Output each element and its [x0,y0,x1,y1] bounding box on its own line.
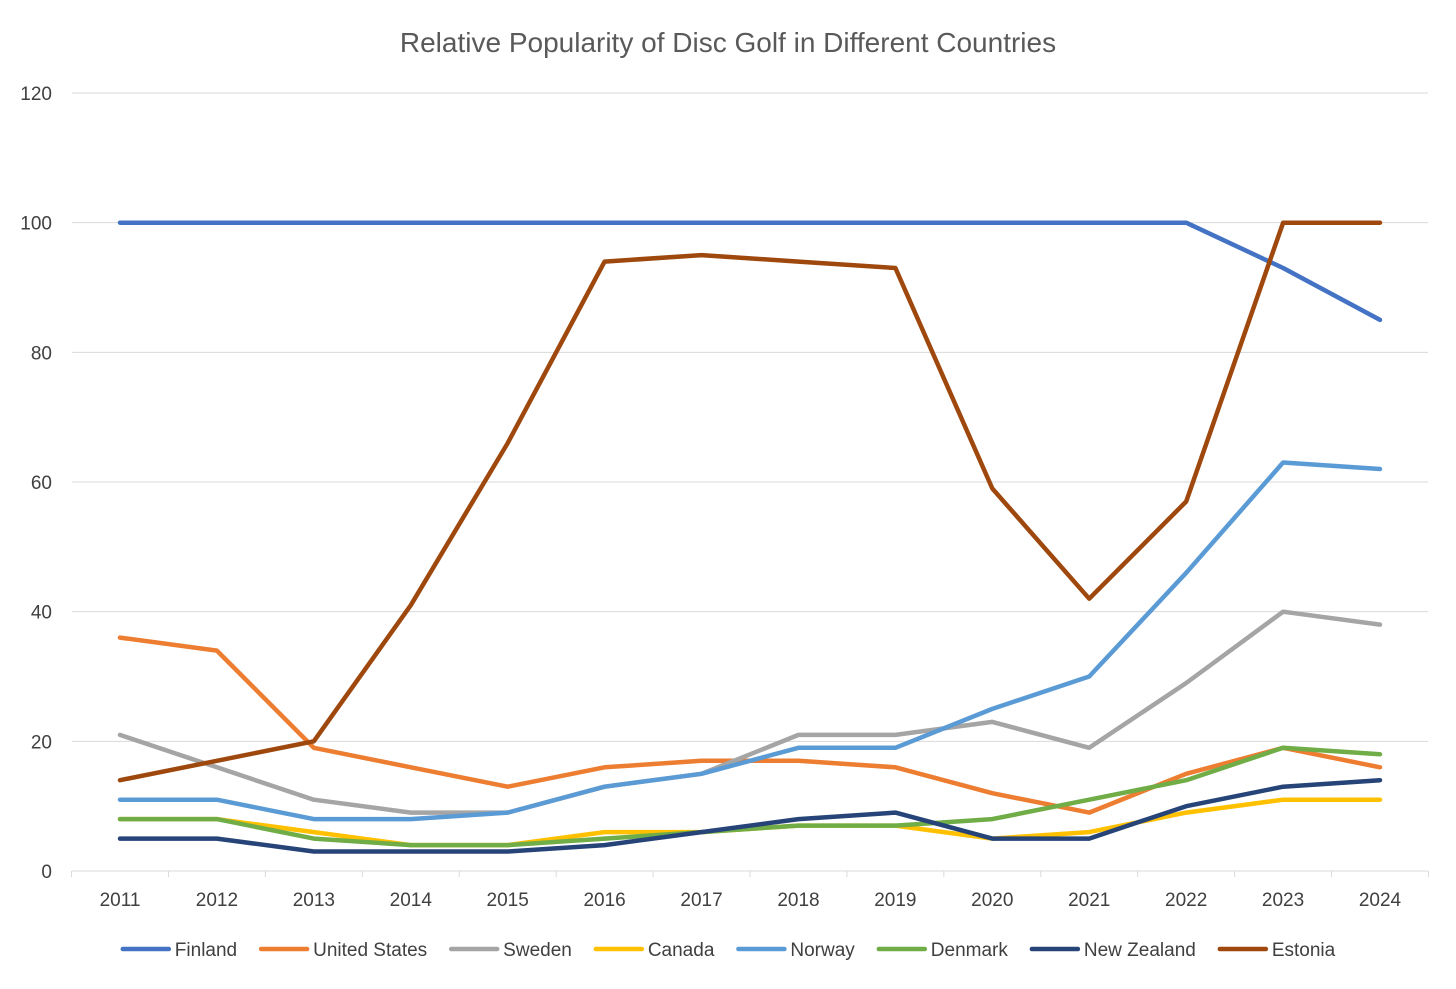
legend-item: Estonia [1217,940,1336,961]
x-tick-label: 2015 [487,890,529,911]
legend-label: Norway [790,940,855,961]
legend-label: Canada [648,940,715,961]
series-line-finland [117,220,1383,323]
y-tick-label: 60 [31,473,52,494]
x-tick-label: 2017 [680,890,722,911]
series-line-united-states [117,635,1383,815]
x-tick-label: 2014 [390,890,433,911]
legend-item: New Zealand [1029,940,1196,961]
series-lines [117,220,1383,854]
legend-item: Denmark [876,940,1009,961]
x-tick-label: 2019 [874,890,916,911]
legend-label: Sweden [503,940,572,961]
x-tick-label: 2021 [1068,890,1110,911]
x-tick-label: 2012 [196,890,238,911]
x-tick-label: 2024 [1359,890,1402,911]
chart-title: Relative Popularity of Disc Golf in Diff… [400,27,1056,58]
y-axis: 0 20 40 60 80 100 120 [20,84,52,883]
legend-label: United States [313,940,427,961]
y-tick-label: 40 [31,603,52,624]
series-line-norway [117,460,1383,822]
y-tick-label: 80 [31,343,52,364]
series-line-new-zealand [117,777,1383,854]
legend-item: United States [258,940,427,961]
legend-item: Norway [736,940,855,961]
x-tick-label: 2013 [293,890,335,911]
y-tick-label: 20 [31,732,52,753]
x-axis: 2011 2012 2013 2014 2015 2016 2017 2018 2019 2020… [71,871,1429,911]
x-tick-label: 2022 [1165,890,1207,911]
x-tick-label: 2020 [971,890,1013,911]
y-tick-label: 100 [20,214,52,235]
x-tick-label: 2023 [1262,890,1304,911]
legend-label: New Zealand [1084,940,1196,961]
legend: Finland United States Sweden Canada Norway De… [120,940,1336,961]
series-line-denmark [117,745,1383,848]
legend-item: Canada [593,940,715,961]
y-tick-label: 0 [41,862,52,883]
x-tick-label: 2011 [100,890,141,911]
legend-item: Finland [120,940,237,961]
y-tick-label: 120 [20,84,52,105]
series-line-estonia [117,220,1383,783]
x-tick-label: 2016 [583,890,625,911]
legend-label: Estonia [1272,940,1336,961]
legend-label: Finland [175,940,237,961]
series-line-sweden [117,609,1383,815]
legend-item: Sweden [448,940,572,961]
x-tick-label: 2018 [777,890,819,911]
legend-label: Denmark [931,940,1009,961]
